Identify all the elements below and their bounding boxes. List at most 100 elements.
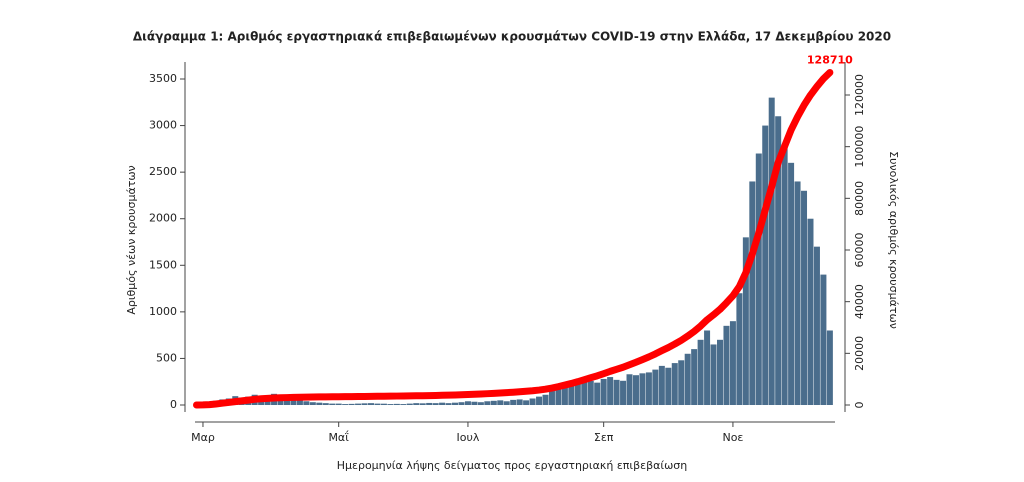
bar xyxy=(588,381,594,405)
y2-tick-label: 40000 xyxy=(853,284,866,319)
bar xyxy=(627,374,633,405)
y2-tick-label: 60000 xyxy=(853,233,866,268)
bar xyxy=(349,404,355,405)
bar xyxy=(659,366,665,405)
bar xyxy=(297,400,303,405)
bar xyxy=(678,360,684,405)
bar xyxy=(517,399,523,405)
y2-tick-label: 120000 xyxy=(853,74,866,116)
y-tick-label: 0 xyxy=(170,398,177,411)
x-tick-label: Μαρ xyxy=(191,431,215,444)
bar xyxy=(471,402,477,405)
bar xyxy=(439,403,445,405)
bar xyxy=(769,98,775,405)
bar xyxy=(342,404,348,405)
bar xyxy=(413,403,419,405)
bar xyxy=(420,403,426,405)
bar xyxy=(426,403,432,405)
bar xyxy=(601,379,607,405)
bar xyxy=(723,326,729,405)
bar xyxy=(594,383,600,405)
bar xyxy=(788,163,794,405)
y2-tick-label: 0 xyxy=(853,402,866,409)
bar xyxy=(491,401,497,405)
bar xyxy=(665,368,671,405)
bar xyxy=(652,370,658,405)
bar xyxy=(646,372,652,405)
bar xyxy=(484,401,490,405)
bar xyxy=(536,397,542,405)
bar xyxy=(336,404,342,405)
y-tick-label: 1000 xyxy=(149,305,177,318)
bar xyxy=(807,219,813,405)
bar xyxy=(433,403,439,405)
bar xyxy=(303,401,309,405)
bar xyxy=(730,321,736,405)
y2-tick-label: 80000 xyxy=(853,181,866,216)
bar xyxy=(581,382,587,405)
bar xyxy=(329,404,335,405)
y-tick-label: 500 xyxy=(156,351,177,364)
bar xyxy=(782,144,788,405)
bar xyxy=(749,181,755,405)
bar xyxy=(736,293,742,405)
bar xyxy=(504,401,510,405)
y-tick-label: 1500 xyxy=(149,258,177,271)
x-tick-label: Νοε xyxy=(722,431,743,444)
bar xyxy=(711,344,717,405)
bar xyxy=(530,398,536,405)
end-value-label: 128710 xyxy=(807,53,853,66)
bar xyxy=(672,363,678,405)
bar xyxy=(555,388,561,405)
bar xyxy=(801,191,807,405)
y-axis-label: Αριθμός νέων κρουσμάτων xyxy=(125,165,138,314)
bar xyxy=(355,404,361,405)
bar xyxy=(717,340,723,405)
bar xyxy=(607,377,613,405)
y-tick-label: 2000 xyxy=(149,212,177,225)
bar xyxy=(387,404,393,405)
y2-tick-label: 100000 xyxy=(853,126,866,168)
bar xyxy=(362,403,368,405)
bar xyxy=(497,400,503,405)
bar xyxy=(368,403,374,405)
bar xyxy=(316,403,322,405)
bar xyxy=(465,401,471,405)
chart-title: Διάγραμμα 1: Αριθμός εργαστηριακά επιβεβ… xyxy=(133,30,891,44)
x-axis-label: Ημερομηνία λήψης δείγματος προς εργαστηρ… xyxy=(337,459,688,472)
bar xyxy=(691,349,697,405)
bar xyxy=(827,330,833,405)
bar xyxy=(394,404,400,405)
bar xyxy=(452,403,458,405)
bar xyxy=(620,381,626,405)
bar xyxy=(698,340,704,405)
y-tick-label: 2500 xyxy=(149,165,177,178)
x-tick-label: Ιουλ xyxy=(457,431,480,444)
bar xyxy=(549,391,555,405)
y2-axis-label: Συνολικός αριθμός κρουσμάτων xyxy=(887,151,900,329)
bar xyxy=(575,384,581,405)
bar xyxy=(568,385,574,405)
bar xyxy=(381,404,387,405)
bar xyxy=(310,402,316,405)
y2-tick-label: 20000 xyxy=(853,336,866,371)
bar xyxy=(323,403,329,405)
x-tick-label: Μαΐ xyxy=(328,430,349,444)
bar xyxy=(820,275,826,405)
bar xyxy=(458,402,464,405)
bar xyxy=(633,375,639,405)
bar xyxy=(478,402,484,405)
bar xyxy=(762,126,768,405)
bar xyxy=(446,403,452,405)
bar xyxy=(407,404,413,405)
bar xyxy=(523,400,529,405)
bar xyxy=(795,181,801,405)
bar xyxy=(614,380,620,405)
bar xyxy=(814,247,820,405)
bar xyxy=(639,373,645,405)
x-tick-label: Σεπ xyxy=(594,431,614,444)
y-tick-label: 3000 xyxy=(149,119,177,132)
bar xyxy=(374,404,380,405)
bar xyxy=(400,404,406,405)
y-tick-label: 3500 xyxy=(149,72,177,85)
